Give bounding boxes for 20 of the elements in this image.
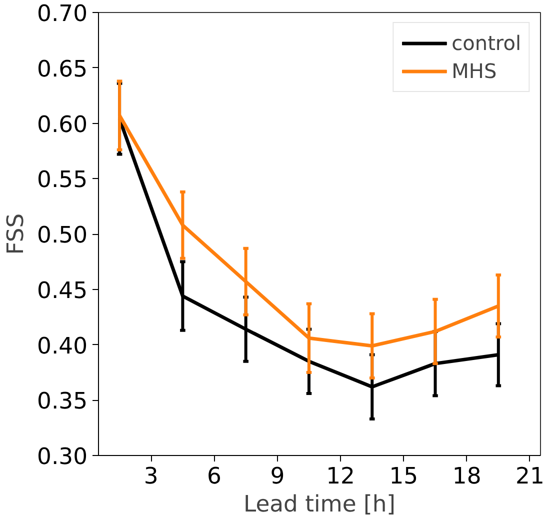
- y-tick-label: 0.45: [37, 278, 88, 304]
- x-axis-title: Lead time [h]: [243, 492, 396, 518]
- x-tick-label: 3: [144, 464, 158, 490]
- y-tick-label: 0.60: [37, 112, 88, 138]
- y-tick-label: 0.30: [37, 444, 88, 470]
- x-tick-label: 15: [389, 464, 418, 490]
- y-axis-title: FSS: [3, 213, 30, 255]
- x-tick-label: 18: [452, 464, 482, 490]
- y-tick-label: 0.50: [37, 222, 88, 248]
- x-tick-label: 9: [270, 464, 285, 490]
- legend-label: control: [452, 31, 521, 55]
- y-tick-label: 0.35: [37, 388, 88, 415]
- y-tick-label: 0.55: [37, 167, 88, 194]
- x-tick-label: 6: [207, 464, 222, 490]
- y-tick-label: 0.65: [37, 56, 88, 82]
- x-tick-label: 12: [326, 464, 355, 490]
- y-tick-label: 0.40: [37, 333, 88, 360]
- y-tick-label: 0.70: [37, 1, 88, 27]
- x-tick-label: 21: [516, 464, 544, 490]
- legend-label: MHS: [452, 59, 497, 83]
